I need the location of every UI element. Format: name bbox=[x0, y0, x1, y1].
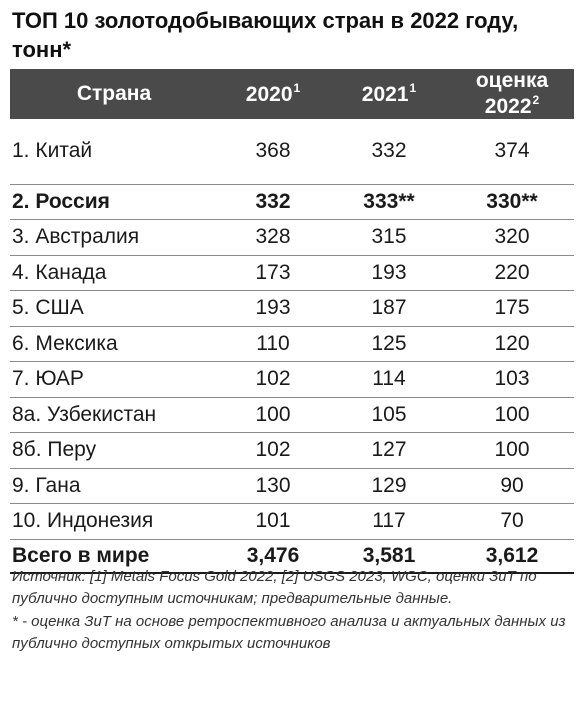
footnote-marker: 2 bbox=[532, 93, 540, 107]
header-2020: 20201 bbox=[245, 81, 301, 106]
table-row: 6. Мексика 110 125 120 bbox=[10, 326, 574, 362]
value-2022-cell: 175 bbox=[494, 296, 530, 320]
table-row: 4. Канада 173 193 220 bbox=[10, 255, 574, 291]
table-body: 1. Китай 368 332 374 2. Россия 332 333**… bbox=[10, 119, 574, 573]
footnote-marker: 1 bbox=[409, 81, 417, 95]
header-2022-estimate: оценка 20222 bbox=[475, 69, 549, 118]
source-note: Источник: [1] Metals Focus Gold 2022, [2… bbox=[12, 568, 537, 607]
asterisk-note: * - оценка ЗиТ на основе ретроспективног… bbox=[12, 613, 566, 652]
total-2022-cell: 3,612 bbox=[485, 543, 539, 567]
table-row: 10. Индонезия 101 117 70 bbox=[10, 504, 574, 539]
country-cell: 3. Австралия bbox=[12, 225, 140, 249]
gold-production-table: Страна 20201 20211 оценка 20222 1. Китай… bbox=[10, 69, 574, 574]
footnotes: Источник: [1] Metals Focus Gold 2022, [2… bbox=[12, 566, 572, 654]
header-2021: 20211 bbox=[361, 81, 417, 106]
value-2021-cell: 129 bbox=[371, 473, 407, 497]
table-row: 9. Гана 130 129 90 bbox=[10, 468, 574, 504]
value-2021-cell: 193 bbox=[371, 260, 407, 284]
value-2022-cell: 330** bbox=[486, 189, 538, 213]
value-2022-cell: 320 bbox=[494, 225, 530, 249]
table-row: 1. Китай 368 332 374 bbox=[10, 119, 574, 184]
value-2021-cell: 125 bbox=[371, 331, 407, 355]
total-label: Всего в мире bbox=[12, 543, 150, 567]
total-row: Всего в мире 3,476 3,581 3,612 bbox=[10, 539, 574, 573]
value-2022-cell: 220 bbox=[494, 260, 530, 284]
value-2021-cell: 105 bbox=[371, 402, 407, 426]
total-2021-cell: 3,581 bbox=[362, 543, 416, 567]
table-row: 3. Австралия 328 315 320 bbox=[10, 220, 574, 255]
value-2021-cell: 114 bbox=[372, 367, 406, 391]
country-cell: 1. Китай bbox=[12, 139, 93, 163]
header-row: Страна 20201 20211 оценка 20222 bbox=[10, 69, 574, 119]
value-2021-cell: 332 bbox=[371, 139, 407, 163]
country-cell: 2. Россия bbox=[12, 189, 110, 213]
footnote-marker: 1 bbox=[293, 81, 301, 95]
value-2020-cell: 110 bbox=[256, 331, 290, 355]
value-2022-cell: 90 bbox=[500, 473, 524, 497]
value-2020-cell: 102 bbox=[255, 438, 291, 462]
country-cell: 4. Канада bbox=[12, 260, 107, 284]
value-2020-cell: 173 bbox=[255, 260, 291, 284]
value-2020-cell: 193 bbox=[255, 296, 291, 320]
header-country: Страна bbox=[76, 82, 152, 105]
value-2022-cell: 374 bbox=[494, 139, 530, 163]
table-title: ТОП 10 золотодобывающих стран в 2022 год… bbox=[12, 8, 519, 62]
table-row: 8а. Узбекистан 100 105 100 bbox=[10, 397, 574, 433]
value-2021-cell: 315 bbox=[371, 225, 407, 249]
value-2020-cell: 368 bbox=[255, 139, 291, 163]
value-2020-cell: 102 bbox=[255, 367, 291, 391]
value-2020-cell: 130 bbox=[255, 473, 291, 497]
country-cell: 8б. Перу bbox=[12, 438, 97, 462]
value-2021-cell: 117 bbox=[372, 509, 406, 533]
value-2020-cell: 328 bbox=[255, 225, 291, 249]
total-2020-cell: 3,476 bbox=[246, 543, 300, 567]
value-2022-cell: 70 bbox=[500, 509, 524, 533]
value-2021-cell: 127 bbox=[371, 438, 407, 462]
country-cell: 6. Мексика bbox=[12, 331, 118, 355]
table-row-highlighted: 2. Россия 332 333** 330** bbox=[10, 184, 574, 220]
value-2021-cell: 333** bbox=[363, 189, 415, 213]
value-2022-cell: 120 bbox=[494, 331, 530, 355]
table-row: 7. ЮАР 102 114 103 bbox=[10, 362, 574, 397]
value-2021-cell: 187 bbox=[371, 296, 407, 320]
value-2020-cell: 101 bbox=[255, 509, 291, 533]
table-row: 5. США 193 187 175 bbox=[10, 291, 574, 326]
country-cell: 10. Индонезия bbox=[12, 509, 154, 533]
table-row: 8б. Перу 102 127 100 bbox=[10, 433, 574, 468]
value-2020-cell: 100 bbox=[255, 402, 291, 426]
value-2020-cell: 332 bbox=[255, 189, 291, 213]
country-cell: 9. Гана bbox=[12, 473, 81, 497]
value-2022-cell: 100 bbox=[494, 438, 530, 462]
country-cell: 5. США bbox=[12, 296, 84, 320]
value-2022-cell: 100 bbox=[494, 402, 530, 426]
country-cell: 7. ЮАР bbox=[12, 367, 84, 391]
country-cell: 8а. Узбекистан bbox=[12, 402, 157, 426]
value-2022-cell: 103 bbox=[494, 367, 530, 391]
table-header: Страна 20201 20211 оценка 20222 bbox=[10, 69, 574, 119]
